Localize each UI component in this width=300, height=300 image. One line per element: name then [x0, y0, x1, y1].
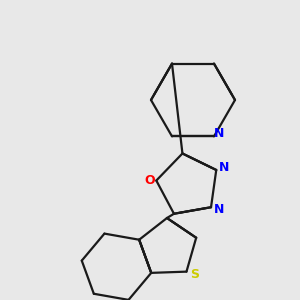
- Text: O: O: [144, 174, 154, 187]
- Text: N: N: [219, 161, 230, 175]
- Text: S: S: [190, 268, 199, 281]
- Text: N: N: [214, 127, 224, 140]
- Text: N: N: [214, 203, 224, 216]
